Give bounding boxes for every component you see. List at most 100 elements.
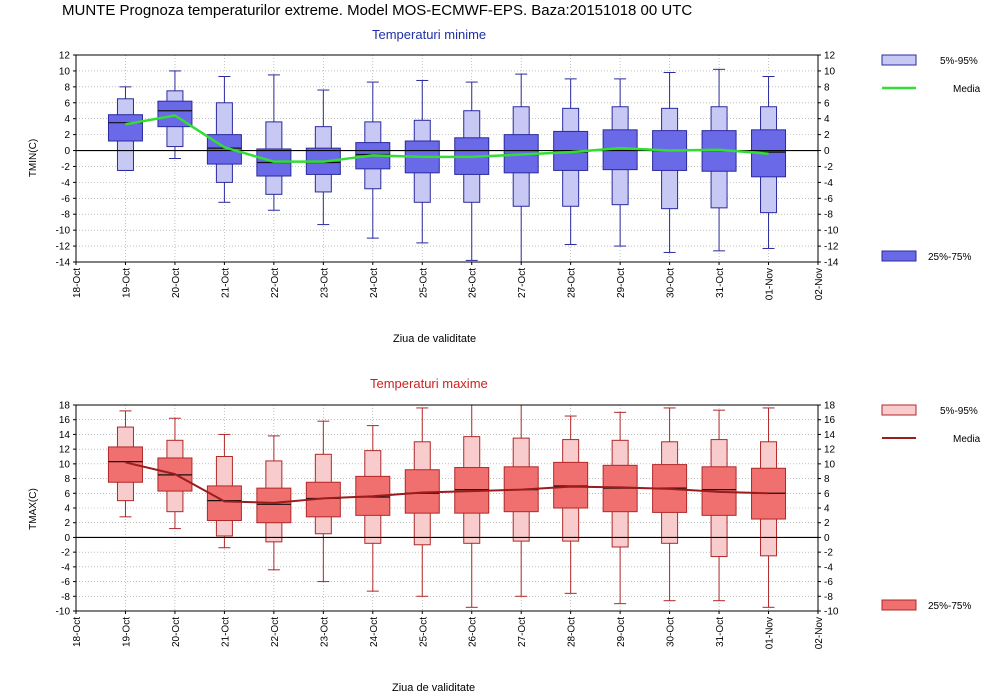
- y-tick-label-left: 6: [64, 98, 70, 109]
- y-tick-label-left: 14: [59, 430, 71, 441]
- y-tick-label-right: 12: [824, 51, 836, 62]
- box-21-Oct: [206, 433, 242, 549]
- x-tick-label: 02-Nov: [814, 617, 825, 649]
- x-tick-label: 18-Oct: [72, 617, 83, 647]
- y-tick-label-left: -12: [56, 242, 71, 253]
- y-tick-label-left: 12: [59, 445, 71, 456]
- y-tick-label-right: 18: [824, 401, 836, 412]
- x-tick-label: 26-Oct: [468, 268, 479, 298]
- x-tick-label: 20-Oct: [171, 617, 182, 647]
- legend-label-mean: Media: [953, 84, 981, 95]
- y-tick-label-left: 4: [64, 114, 70, 125]
- x-tick-label: 23-Oct: [319, 268, 330, 298]
- box-28-Oct: [553, 78, 589, 245]
- tmin-legend: 5%-95% Media 25%-75%: [881, 54, 981, 263]
- x-tick-label: 30-Oct: [666, 268, 677, 298]
- y-tick-label-right: 4: [824, 114, 830, 125]
- y-tick-label-right: -8: [824, 592, 833, 603]
- box-25-75: [107, 114, 143, 142]
- tmin-x-axis-label: Ziua de validitate: [393, 333, 477, 345]
- y-tick-label-left: 8: [64, 474, 70, 485]
- y-tick-label-left: -10: [56, 607, 71, 618]
- box-25-Oct: [404, 407, 440, 597]
- x-tick-label: 30-Oct: [666, 617, 677, 647]
- x-tick-label: 19-Oct: [121, 268, 132, 298]
- x-tick-label: 27-Oct: [517, 268, 528, 298]
- y-tick-label-left: 2: [64, 130, 70, 141]
- y-tick-label-left: -10: [56, 226, 71, 237]
- y-tick-label-left: 4: [64, 504, 70, 515]
- legend-label-5-95: 5%-95%: [940, 56, 978, 67]
- box-30-Oct: [652, 72, 688, 253]
- tmin-plot-frame: [75, 54, 819, 263]
- x-tick-label: 27-Oct: [517, 617, 528, 647]
- tmax-chart-title: Temperaturi maxime: [370, 376, 488, 391]
- x-tick-label: 26-Oct: [468, 617, 479, 647]
- y-tick-label-right: 0: [824, 146, 830, 157]
- legend-swatch-5-95: [881, 54, 917, 66]
- y-tick-label-left: -4: [61, 562, 70, 573]
- box-31-Oct: [701, 409, 737, 602]
- legend-label-5-95: 5%-95%: [940, 406, 978, 417]
- y-tick-label-left: 0: [64, 146, 70, 157]
- y-tick-label-left: -6: [61, 577, 70, 588]
- tmax-mean-line: [125, 461, 769, 504]
- tmax-x-axis-label: Ziua de validitate: [392, 682, 476, 694]
- box-23-Oct: [305, 89, 341, 226]
- box-01-Nov: [751, 75, 787, 249]
- y-tick-label-right: 16: [824, 415, 836, 426]
- box-28-Oct: [553, 415, 589, 594]
- y-tick-label-right: 2: [824, 518, 830, 529]
- y-tick-label-right: -6: [824, 577, 833, 588]
- y-tick-label-right: -2: [824, 548, 833, 559]
- y-tick-label-left: 10: [59, 66, 71, 77]
- x-tick-label: 22-Oct: [270, 617, 281, 647]
- tmax-legend: 5%-95% Media 25%-75%: [881, 404, 981, 612]
- x-tick-label: 20-Oct: [171, 268, 182, 298]
- y-tick-label-right: 2: [824, 130, 830, 141]
- y-tick-label-left: -8: [61, 592, 70, 603]
- x-tick-label: 22-Oct: [270, 268, 281, 298]
- tmax-y-axis-label: TMAX(C): [28, 488, 39, 530]
- box-27-Oct: [503, 404, 539, 597]
- x-tick-label: 24-Oct: [369, 617, 380, 647]
- x-tick-label: 24-Oct: [369, 268, 380, 298]
- legend-label-25-75: 25%-75%: [928, 252, 971, 263]
- y-tick-label-left: 16: [59, 415, 71, 426]
- box-30-Oct: [652, 407, 688, 602]
- x-tick-label: 29-Oct: [616, 617, 627, 647]
- y-tick-label-right: 12: [824, 445, 836, 456]
- legend-swatch-25-75: [881, 250, 917, 262]
- x-tick-label: 31-Oct: [715, 268, 726, 298]
- legend-swatch-5-95: [881, 404, 917, 416]
- x-tick-label: 19-Oct: [121, 617, 132, 647]
- y-tick-label-right: -4: [824, 562, 833, 573]
- x-tick-label: 21-Oct: [220, 268, 231, 298]
- box-26-Oct: [454, 404, 490, 608]
- box-27-Oct: [503, 73, 539, 263]
- tmin-y-axis-label: TMIN(C): [28, 139, 39, 177]
- box-22-Oct: [256, 435, 292, 571]
- y-tick-label-left: -2: [61, 548, 70, 559]
- x-tick-label: 29-Oct: [616, 268, 627, 298]
- legend-swatch-25-75: [881, 599, 917, 611]
- y-tick-label-right: -10: [824, 226, 839, 237]
- y-tick-label-left: 8: [64, 82, 70, 93]
- y-tick-label-right: -6: [824, 194, 833, 205]
- box-19-Oct: [107, 410, 143, 518]
- y-tick-label-right: -2: [824, 162, 833, 173]
- x-tick-label: 18-Oct: [72, 268, 83, 298]
- box-25-75: [553, 461, 589, 509]
- main-title: MUNTE Prognoza temperaturilor extreme. M…: [62, 2, 693, 19]
- y-tick-label-right: -8: [824, 210, 833, 221]
- y-tick-label-right: -12: [824, 242, 839, 253]
- x-tick-label: 23-Oct: [319, 617, 330, 647]
- box-22-Oct: [256, 74, 292, 211]
- box-25-Oct: [404, 79, 440, 244]
- y-tick-label-right: 14: [824, 430, 836, 441]
- y-tick-label-left: -8: [61, 210, 70, 221]
- y-tick-label-left: -14: [56, 258, 71, 269]
- y-tick-label-left: -6: [61, 194, 70, 205]
- x-tick-label: 25-Oct: [418, 268, 429, 298]
